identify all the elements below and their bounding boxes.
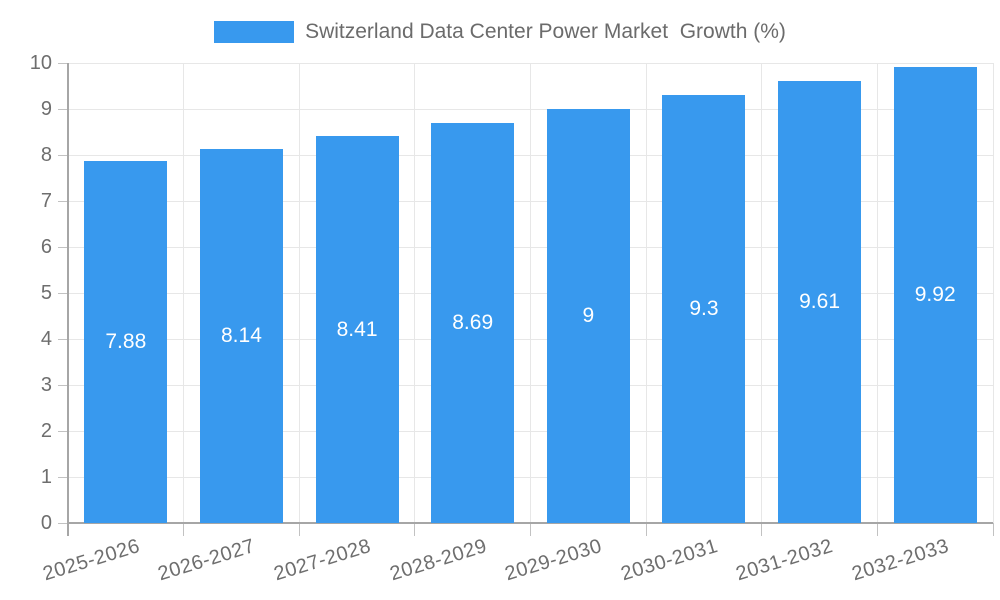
bar-2030-2031 [662,95,746,523]
bar-value-label: 9.3 [689,297,719,321]
y-axis-tick [58,200,68,202]
bar-value-label: 9.92 [914,282,956,306]
legend-label: Switzerland Data Center Power Market Gro… [305,20,786,43]
y-axis-line [66,63,69,536]
x-tick-label: 2028-2029 [386,535,490,586]
x-tick-label: 2030-2031 [618,535,721,586]
y-tick-label: 10 [29,52,52,74]
y-tick-label: 6 [40,236,52,258]
y-axis-tick [58,246,68,248]
x-axis-tick [876,523,878,536]
bar-2031-2032 [778,80,862,523]
x-axis-tick [645,523,647,536]
x-tick-label: 2032-2033 [849,535,952,586]
bar-value-label: 9 [582,304,595,327]
bar-2029-2030 [546,109,630,523]
y-tick-label: 4 [40,328,52,350]
gridline-vertical [645,63,647,523]
y-axis-tick [58,108,68,110]
x-tick-label: 2027-2028 [271,535,374,586]
x-tick-label: 2031-2032 [733,535,836,586]
y-axis-tick [58,430,68,432]
y-tick-label: 1 [40,466,52,488]
y-axis-tick [58,476,68,478]
bar-2028-2029 [431,123,515,523]
y-tick-label: 7 [40,190,52,212]
y-axis-tick [58,62,68,64]
y-axis-tick [58,338,68,340]
legend-swatch [214,21,295,43]
x-axis-tick [183,523,185,536]
bar-value-label: 7.88 [105,329,147,353]
x-axis-line [67,522,993,524]
gridline-vertical [876,63,878,523]
y-tick-label: 5 [40,282,52,304]
x-axis-tick [761,523,763,536]
x-axis-tick [992,523,994,536]
y-axis-tick [58,522,68,524]
y-tick-label: 0 [40,512,52,534]
x-axis-tick [530,523,531,536]
bar-2025-2026 [84,160,168,523]
bar-value-label: 8.69 [452,311,494,335]
bar-value-label: 9.61 [799,289,840,313]
bar-2026-2027 [199,148,283,523]
gridline-vertical [414,63,416,523]
x-tick-label: 2029-2030 [502,535,605,586]
y-axis-tick [58,154,68,156]
gridline-vertical [761,63,763,523]
legend-item[interactable]: Switzerland Data Center Power Market Gro… [0,12,1000,52]
x-tick-label: 2025-2026 [40,535,143,586]
y-axis-tick [58,292,68,294]
x-tick-label: 2026-2027 [155,535,258,586]
gridline-vertical [298,63,300,523]
gridline-vertical [992,63,994,523]
bar-2027-2028 [315,136,399,523]
y-tick-label: 8 [40,144,52,166]
y-tick-label: 2 [40,420,52,442]
gridline-vertical [530,63,531,523]
x-axis-tick [414,523,416,536]
bar-2032-2033 [893,66,977,523]
y-axis-tick [58,384,68,386]
y-tick-label: 3 [40,374,52,396]
x-axis-tick [298,523,300,536]
bar-value-label: 8.41 [336,317,378,341]
y-tick-label: 9 [40,98,52,120]
bar-value-label: 8.14 [221,323,262,347]
gridline-vertical [183,63,185,523]
